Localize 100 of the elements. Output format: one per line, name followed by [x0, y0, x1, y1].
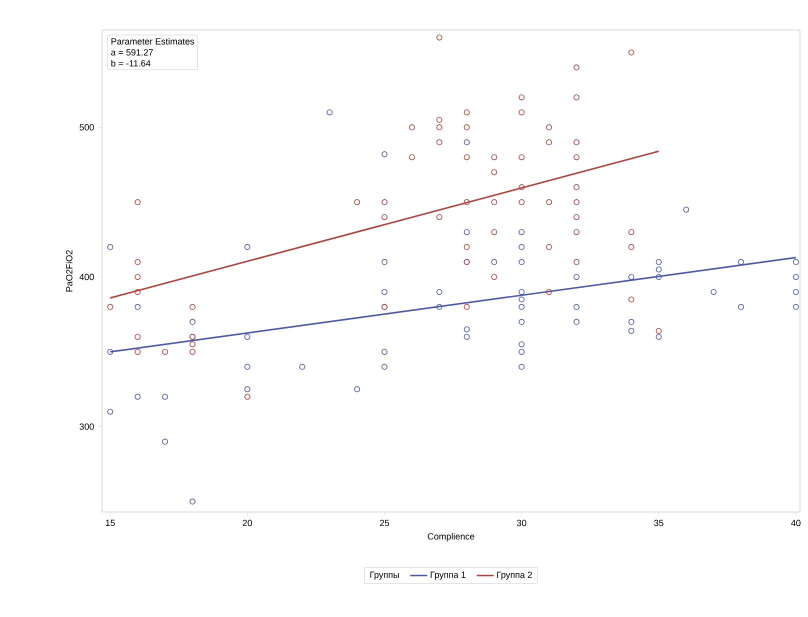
point — [436, 34, 442, 40]
x-tick-label: 20 — [242, 520, 252, 526]
point — [464, 244, 470, 250]
point — [656, 259, 662, 266]
legend-label: Группа 2 — [497, 572, 532, 580]
point — [134, 304, 141, 310]
point — [518, 304, 525, 310]
point — [244, 244, 250, 250]
x-tick-label: 40 — [791, 520, 801, 526]
point — [792, 288, 799, 295]
point — [546, 199, 552, 206]
point — [134, 259, 141, 266]
point — [464, 199, 470, 206]
point — [408, 154, 415, 160]
y-tick-label: 300 — [80, 423, 94, 430]
point — [518, 244, 525, 250]
point — [354, 386, 360, 392]
point — [464, 109, 470, 116]
point — [573, 259, 580, 266]
point — [162, 348, 168, 355]
point — [491, 154, 498, 160]
x-axis-title: Complience — [428, 532, 474, 542]
point — [464, 326, 470, 332]
point — [573, 184, 580, 190]
point — [464, 229, 470, 236]
point — [491, 199, 498, 206]
point — [573, 214, 580, 220]
point — [573, 229, 580, 236]
point — [134, 394, 141, 400]
point — [628, 49, 634, 56]
y-axis-title: PaO2FiO2 — [66, 250, 72, 292]
point — [656, 328, 662, 334]
point — [573, 318, 580, 325]
point — [491, 169, 498, 176]
legend-title: Группы — [370, 572, 399, 580]
point — [107, 244, 114, 250]
point — [107, 304, 114, 310]
point — [518, 94, 525, 100]
x-tick-label: 25 — [380, 520, 390, 526]
point — [710, 288, 717, 295]
point — [436, 288, 442, 295]
point — [464, 139, 470, 146]
x-tick-label: 30 — [516, 520, 526, 526]
point — [436, 139, 442, 146]
point — [382, 214, 388, 220]
point — [382, 348, 388, 355]
point — [354, 199, 360, 206]
point — [190, 304, 196, 310]
point — [134, 334, 141, 340]
point — [546, 124, 552, 130]
point — [628, 296, 634, 302]
point — [134, 348, 141, 355]
point — [628, 229, 634, 236]
point — [518, 154, 525, 160]
point — [436, 116, 442, 123]
point — [491, 229, 498, 236]
point — [573, 274, 580, 280]
point — [299, 364, 306, 370]
point — [436, 304, 442, 310]
point — [464, 334, 470, 340]
point — [436, 124, 442, 130]
point — [573, 139, 580, 146]
point — [683, 206, 690, 213]
point — [546, 139, 552, 146]
point — [628, 274, 634, 280]
point — [518, 341, 525, 348]
point — [628, 318, 634, 325]
point — [656, 274, 662, 280]
point — [573, 199, 580, 206]
annotation: Parameter Estimates — [112, 38, 194, 45]
point — [162, 438, 168, 445]
annotation: b = -11.64 — [111, 60, 150, 67]
y-tick-label: 400 — [79, 274, 94, 280]
point — [518, 229, 525, 236]
point — [518, 318, 525, 325]
point — [134, 274, 141, 280]
point — [573, 304, 580, 310]
point — [244, 364, 250, 370]
point — [491, 259, 498, 266]
point — [518, 259, 525, 266]
point — [518, 296, 525, 302]
point — [573, 64, 580, 70]
point — [408, 124, 415, 130]
point — [244, 334, 250, 340]
point — [628, 244, 634, 250]
point — [792, 304, 799, 310]
point — [518, 184, 525, 190]
point — [738, 304, 744, 310]
x-tick-label: 35 — [654, 520, 664, 526]
point — [628, 328, 634, 334]
point — [518, 288, 525, 295]
point — [190, 341, 196, 348]
point — [464, 304, 470, 310]
point — [382, 259, 388, 266]
point — [656, 334, 662, 340]
point — [656, 266, 662, 272]
x-tick-label: 15 — [106, 520, 115, 526]
point — [244, 386, 250, 392]
point — [436, 214, 442, 220]
point — [382, 364, 388, 370]
